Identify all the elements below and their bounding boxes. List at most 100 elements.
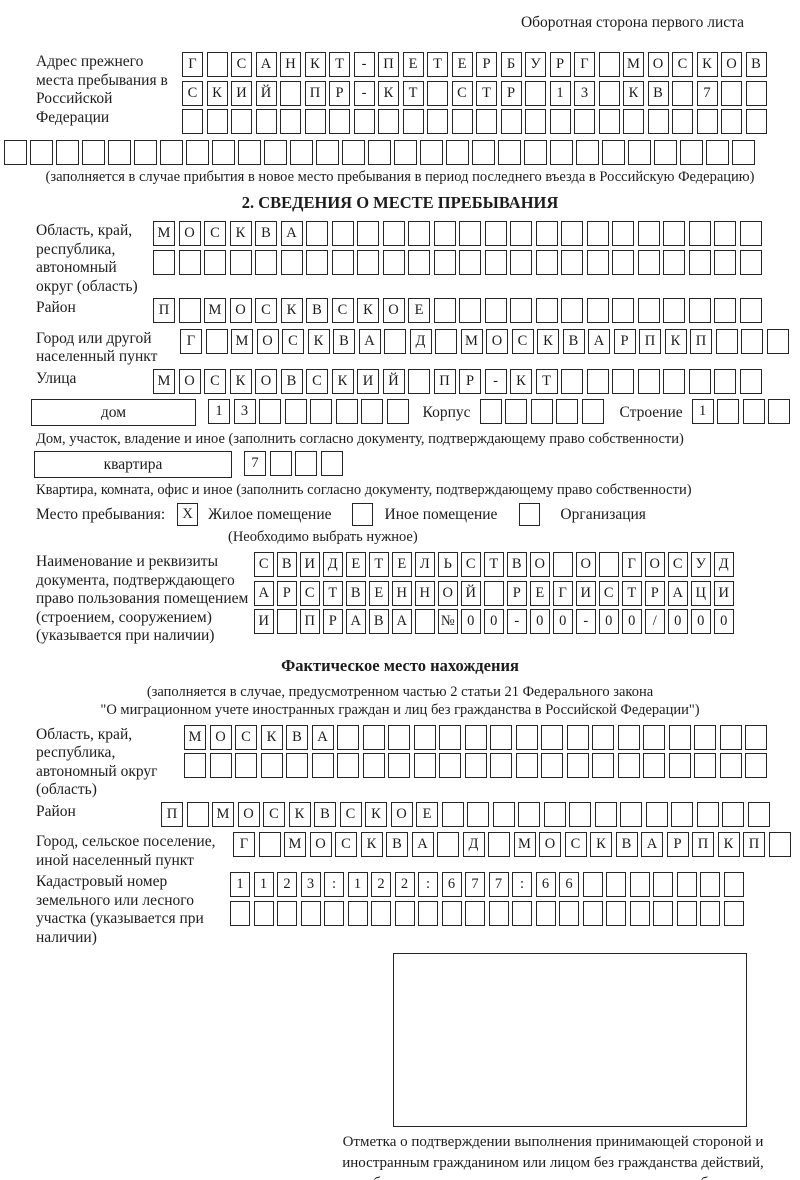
char-cell[interactable]: Е bbox=[369, 580, 389, 606]
char-cell[interactable]: К bbox=[280, 298, 303, 323]
char-cell[interactable]: С bbox=[204, 221, 226, 246]
char-cell[interactable] bbox=[592, 753, 614, 778]
char-cell[interactable] bbox=[433, 221, 456, 246]
char-cell[interactable] bbox=[212, 139, 235, 165]
char-cell[interactable]: Т bbox=[323, 580, 343, 606]
char-cell[interactable]: С bbox=[204, 368, 226, 394]
char-cell[interactable] bbox=[420, 139, 443, 165]
char-cell[interactable] bbox=[490, 753, 512, 778]
char-cell[interactable] bbox=[331, 249, 354, 275]
char-cell[interactable] bbox=[290, 139, 313, 165]
char-cell[interactable] bbox=[574, 109, 595, 134]
char-cell[interactable] bbox=[745, 724, 767, 750]
char-cell[interactable]: Р bbox=[459, 368, 481, 394]
char-cell[interactable]: 3 bbox=[233, 399, 256, 424]
char-cell[interactable]: 0 bbox=[668, 609, 688, 634]
char-cell[interactable] bbox=[269, 450, 292, 476]
char-cell[interactable]: - bbox=[484, 368, 507, 394]
char-cell[interactable] bbox=[204, 249, 226, 275]
char-cell[interactable] bbox=[688, 298, 711, 323]
char-cell[interactable] bbox=[311, 753, 334, 778]
char-cell[interactable] bbox=[637, 298, 660, 323]
char-cell[interactable]: М bbox=[284, 832, 306, 857]
char-cell[interactable]: С bbox=[255, 298, 277, 323]
char-cell[interactable]: Т bbox=[369, 552, 389, 577]
char-cell[interactable]: С bbox=[263, 801, 285, 827]
char-cell[interactable] bbox=[629, 872, 650, 897]
char-cell[interactable] bbox=[556, 399, 578, 424]
char-cell[interactable] bbox=[535, 298, 558, 323]
char-cell[interactable]: Р bbox=[666, 832, 689, 857]
char-cell[interactable] bbox=[629, 900, 650, 926]
char-cell[interactable] bbox=[229, 249, 252, 275]
char-cell[interactable] bbox=[437, 832, 459, 857]
char-cell[interactable]: Ц bbox=[691, 580, 711, 606]
char-cell[interactable] bbox=[688, 249, 711, 275]
char-cell[interactable]: 1 bbox=[691, 399, 714, 424]
char-cell[interactable] bbox=[413, 753, 436, 778]
char-cell[interactable]: - bbox=[576, 609, 596, 634]
char-cell[interactable] bbox=[745, 80, 767, 106]
char-cell[interactable] bbox=[688, 221, 711, 246]
char-cell[interactable] bbox=[439, 753, 461, 778]
char-cell[interactable]: К bbox=[378, 80, 399, 106]
checkbox-residential[interactable]: X bbox=[177, 503, 199, 526]
char-cell[interactable] bbox=[484, 249, 507, 275]
char-cell[interactable]: Ь bbox=[438, 552, 458, 577]
char-cell[interactable]: : bbox=[418, 872, 438, 897]
char-cell[interactable] bbox=[484, 580, 504, 606]
char-cell[interactable] bbox=[235, 753, 257, 778]
char-cell[interactable] bbox=[541, 753, 563, 778]
char-cell[interactable] bbox=[768, 399, 791, 424]
char-cell[interactable] bbox=[484, 221, 507, 246]
char-cell[interactable]: 6 bbox=[535, 872, 556, 897]
char-cell[interactable]: 0 bbox=[553, 609, 573, 634]
char-cell[interactable]: Й bbox=[255, 80, 277, 106]
char-cell[interactable]: А bbox=[411, 832, 434, 857]
char-cell[interactable] bbox=[253, 900, 274, 926]
char-cell[interactable] bbox=[353, 109, 375, 134]
char-cell[interactable]: Й bbox=[382, 368, 405, 394]
char-cell[interactable] bbox=[153, 249, 175, 275]
char-cell[interactable] bbox=[543, 801, 566, 827]
char-cell[interactable] bbox=[306, 249, 328, 275]
char-cell[interactable]: М bbox=[460, 328, 483, 354]
char-cell[interactable] bbox=[768, 832, 791, 857]
char-cell[interactable] bbox=[647, 109, 669, 134]
char-cell[interactable] bbox=[525, 109, 546, 134]
char-cell[interactable]: И bbox=[357, 368, 379, 394]
char-cell[interactable] bbox=[671, 801, 693, 827]
char-cell[interactable]: М bbox=[204, 298, 226, 323]
char-cell[interactable] bbox=[230, 900, 250, 926]
char-cell[interactable]: К bbox=[623, 80, 644, 106]
char-cell[interactable]: О bbox=[539, 832, 561, 857]
char-cell[interactable] bbox=[612, 249, 634, 275]
char-cell[interactable] bbox=[182, 109, 203, 134]
char-cell[interactable] bbox=[530, 399, 553, 424]
char-cell[interactable] bbox=[490, 724, 512, 750]
char-cell[interactable] bbox=[357, 221, 379, 246]
char-cell[interactable] bbox=[277, 900, 297, 926]
char-cell[interactable]: В bbox=[369, 609, 389, 634]
char-cell[interactable]: К bbox=[288, 801, 311, 827]
char-cell[interactable]: С bbox=[564, 832, 587, 857]
char-cell[interactable] bbox=[745, 753, 767, 778]
char-cell[interactable]: С bbox=[599, 580, 619, 606]
char-cell[interactable] bbox=[205, 328, 228, 354]
char-cell[interactable] bbox=[535, 221, 558, 246]
char-cell[interactable] bbox=[394, 139, 417, 165]
char-cell[interactable]: К bbox=[229, 221, 252, 246]
char-cell[interactable]: С bbox=[231, 52, 252, 77]
char-cell[interactable] bbox=[714, 368, 736, 394]
char-cell[interactable]: О bbox=[229, 298, 252, 323]
char-cell[interactable] bbox=[525, 80, 546, 106]
char-cell[interactable] bbox=[602, 139, 625, 165]
char-cell[interactable] bbox=[316, 139, 339, 165]
char-cell[interactable] bbox=[598, 52, 620, 77]
char-cell[interactable] bbox=[722, 801, 744, 827]
char-cell[interactable]: 7 bbox=[696, 80, 718, 106]
char-cell[interactable] bbox=[280, 109, 301, 134]
char-cell[interactable] bbox=[231, 109, 252, 134]
char-cell[interactable]: 7 bbox=[465, 872, 485, 897]
char-cell[interactable]: К bbox=[206, 80, 228, 106]
